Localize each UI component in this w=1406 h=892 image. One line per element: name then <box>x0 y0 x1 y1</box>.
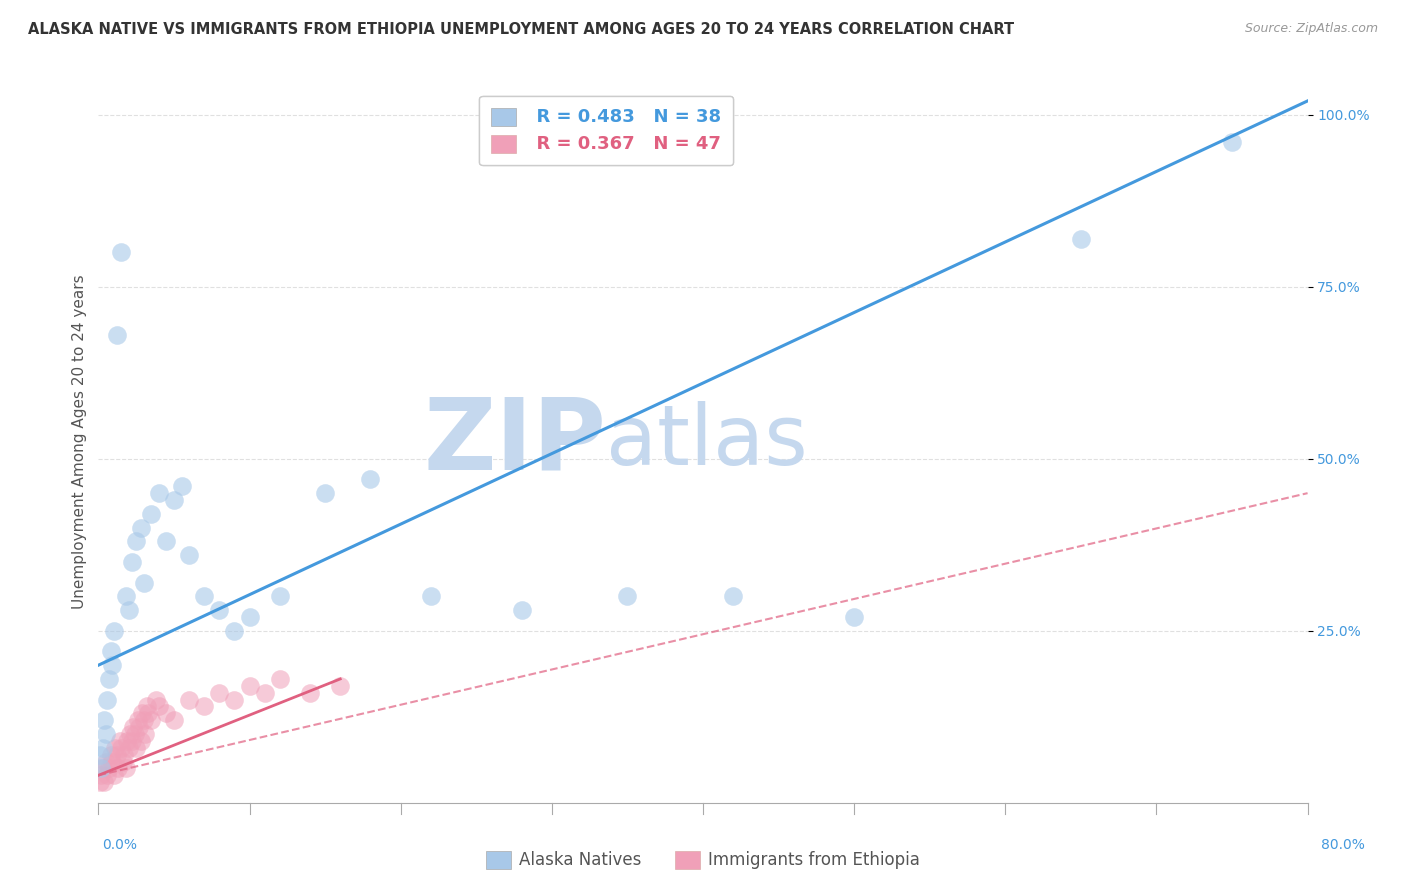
Point <box>125 534 148 549</box>
Point <box>121 734 143 748</box>
Point <box>269 672 291 686</box>
Point <box>91 761 114 775</box>
Point <box>103 624 125 638</box>
Point <box>239 679 262 693</box>
Point <box>1070 231 1092 245</box>
Point <box>299 686 322 700</box>
Point <box>131 706 153 721</box>
Point <box>105 327 128 342</box>
Point <box>193 590 215 604</box>
Point <box>224 624 246 638</box>
Point <box>1220 135 1243 149</box>
Point <box>208 686 231 700</box>
Point <box>420 590 443 604</box>
Point <box>616 590 638 604</box>
Point <box>314 486 336 500</box>
Point <box>90 761 112 775</box>
Point <box>120 727 142 741</box>
Point <box>115 734 138 748</box>
Point <box>101 755 124 769</box>
Point <box>510 603 533 617</box>
Point <box>124 727 146 741</box>
Point <box>94 727 117 741</box>
Point <box>132 575 155 590</box>
Point <box>145 692 167 706</box>
Text: ALASKA NATIVE VS IMMIGRANTS FROM ETHIOPIA UNEMPLOYMENT AMONG AGES 20 TO 24 YEARS: ALASKA NATIVE VS IMMIGRANTS FROM ETHIOPI… <box>28 22 1014 37</box>
Legend: Alaska Natives, Immigrants from Ethiopia: Alaska Natives, Immigrants from Ethiopia <box>475 840 931 880</box>
Point <box>208 603 231 617</box>
Point <box>193 699 215 714</box>
Point <box>136 706 159 721</box>
Point <box>163 713 186 727</box>
Point <box>148 699 170 714</box>
Point <box>96 692 118 706</box>
Text: atlas: atlas <box>606 401 808 482</box>
Point <box>108 734 131 748</box>
Point <box>90 768 112 782</box>
Point <box>110 740 132 755</box>
Point <box>100 644 122 658</box>
Point <box>135 699 157 714</box>
Point <box>110 245 132 260</box>
Point <box>179 692 201 706</box>
Point <box>100 747 122 762</box>
Point <box>163 493 186 508</box>
Point <box>155 534 177 549</box>
Point <box>94 755 117 769</box>
Point <box>118 603 141 617</box>
Point <box>155 706 177 721</box>
Point <box>129 520 152 534</box>
Point <box>128 720 150 734</box>
Point <box>93 713 115 727</box>
Point <box>844 610 866 624</box>
Point <box>121 555 143 569</box>
Point <box>105 747 128 762</box>
Point <box>112 747 135 762</box>
Point <box>103 768 125 782</box>
Point <box>101 658 124 673</box>
Text: ZIP: ZIP <box>423 393 606 490</box>
Point <box>118 740 141 755</box>
Point <box>129 734 152 748</box>
Point <box>127 713 149 727</box>
Point <box>114 761 136 775</box>
Point <box>253 686 276 700</box>
Point <box>98 672 121 686</box>
Point <box>91 740 114 755</box>
Point <box>269 590 291 604</box>
Point <box>239 610 262 624</box>
Y-axis label: Unemployment Among Ages 20 to 24 years: Unemployment Among Ages 20 to 24 years <box>72 274 87 609</box>
Point <box>723 590 745 604</box>
Point <box>111 755 134 769</box>
Point <box>104 740 127 755</box>
Point <box>114 590 136 604</box>
Point <box>93 775 115 789</box>
Legend:   R = 0.483   N = 38,   R = 0.367   N = 47: R = 0.483 N = 38, R = 0.367 N = 47 <box>479 95 733 165</box>
Point <box>224 692 246 706</box>
Point <box>170 479 193 493</box>
Point <box>141 713 163 727</box>
Text: 0.0%: 0.0% <box>103 838 136 853</box>
Point <box>98 761 121 775</box>
Point <box>125 740 148 755</box>
Point <box>132 713 155 727</box>
Point <box>96 768 118 782</box>
Point <box>122 720 145 734</box>
Point <box>89 775 111 789</box>
Point <box>89 747 111 762</box>
Point <box>148 486 170 500</box>
Point <box>134 727 156 741</box>
Point <box>141 507 163 521</box>
Text: Source: ZipAtlas.com: Source: ZipAtlas.com <box>1244 22 1378 36</box>
Point <box>107 761 129 775</box>
Point <box>329 679 352 693</box>
Point <box>179 548 201 562</box>
Text: 80.0%: 80.0% <box>1320 838 1365 853</box>
Point <box>360 472 382 486</box>
